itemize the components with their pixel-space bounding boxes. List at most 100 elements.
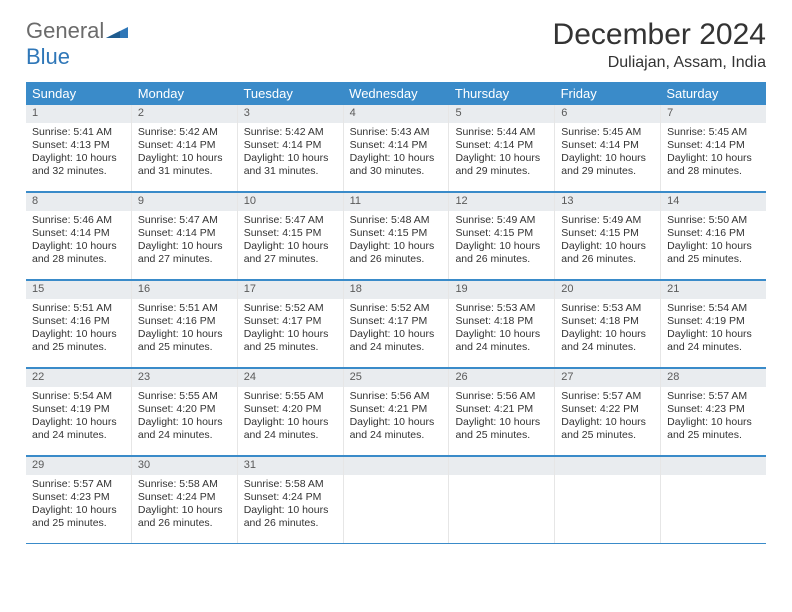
dow-tuesday: Tuesday [237, 82, 343, 105]
sunrise-text: Sunrise: 5:49 AM [561, 214, 654, 227]
daylight-text: Daylight: 10 hours and 27 minutes. [138, 240, 231, 266]
day-number: 14 [661, 193, 766, 211]
sunrise-text: Sunrise: 5:54 AM [32, 390, 125, 403]
day-cell: 10Sunrise: 5:47 AMSunset: 4:15 PMDayligh… [238, 193, 344, 279]
day-body: Sunrise: 5:58 AMSunset: 4:24 PMDaylight:… [132, 475, 237, 536]
sunrise-text: Sunrise: 5:41 AM [32, 126, 125, 139]
daylight-text: Daylight: 10 hours and 24 minutes. [350, 328, 443, 354]
daylight-text: Daylight: 10 hours and 30 minutes. [350, 152, 443, 178]
day-number [344, 457, 449, 475]
dow-thursday: Thursday [449, 82, 555, 105]
daylight-text: Daylight: 10 hours and 25 minutes. [667, 416, 760, 442]
day-body: Sunrise: 5:42 AMSunset: 4:14 PMDaylight:… [132, 123, 237, 184]
day-cell: 27Sunrise: 5:57 AMSunset: 4:22 PMDayligh… [555, 369, 661, 455]
dow-friday: Friday [555, 82, 661, 105]
day-cell: 20Sunrise: 5:53 AMSunset: 4:18 PMDayligh… [555, 281, 661, 367]
daylight-text: Daylight: 10 hours and 29 minutes. [561, 152, 654, 178]
day-number: 4 [344, 105, 449, 123]
sunset-text: Sunset: 4:20 PM [138, 403, 231, 416]
sunset-text: Sunset: 4:14 PM [138, 139, 231, 152]
sunrise-text: Sunrise: 5:52 AM [244, 302, 337, 315]
sunset-text: Sunset: 4:20 PM [244, 403, 337, 416]
logo-mark-icon [106, 20, 128, 43]
daylight-text: Daylight: 10 hours and 25 minutes. [32, 504, 125, 530]
sunrise-text: Sunrise: 5:45 AM [561, 126, 654, 139]
sunrise-text: Sunrise: 5:57 AM [667, 390, 760, 403]
day-body: Sunrise: 5:51 AMSunset: 4:16 PMDaylight:… [26, 299, 131, 360]
day-cell: 6Sunrise: 5:45 AMSunset: 4:14 PMDaylight… [555, 105, 661, 191]
day-body: Sunrise: 5:57 AMSunset: 4:22 PMDaylight:… [555, 387, 660, 448]
sunrise-text: Sunrise: 5:53 AM [561, 302, 654, 315]
sunrise-text: Sunrise: 5:55 AM [138, 390, 231, 403]
day-number: 26 [449, 369, 554, 387]
sunrise-text: Sunrise: 5:42 AM [244, 126, 337, 139]
day-body: Sunrise: 5:52 AMSunset: 4:17 PMDaylight:… [238, 299, 343, 360]
day-cell: 28Sunrise: 5:57 AMSunset: 4:23 PMDayligh… [661, 369, 766, 455]
day-body: Sunrise: 5:49 AMSunset: 4:15 PMDaylight:… [449, 211, 554, 272]
day-cell: 24Sunrise: 5:55 AMSunset: 4:20 PMDayligh… [238, 369, 344, 455]
day-cell: 5Sunrise: 5:44 AMSunset: 4:14 PMDaylight… [449, 105, 555, 191]
sunrise-text: Sunrise: 5:58 AM [138, 478, 231, 491]
sunset-text: Sunset: 4:15 PM [561, 227, 654, 240]
sunset-text: Sunset: 4:21 PM [455, 403, 548, 416]
sunset-text: Sunset: 4:14 PM [32, 227, 125, 240]
day-body: Sunrise: 5:45 AMSunset: 4:14 PMDaylight:… [661, 123, 766, 184]
sunrise-text: Sunrise: 5:53 AM [455, 302, 548, 315]
day-body: Sunrise: 5:43 AMSunset: 4:14 PMDaylight:… [344, 123, 449, 184]
day-body: Sunrise: 5:47 AMSunset: 4:15 PMDaylight:… [238, 211, 343, 272]
sunset-text: Sunset: 4:24 PM [138, 491, 231, 504]
sunset-text: Sunset: 4:21 PM [350, 403, 443, 416]
sunset-text: Sunset: 4:23 PM [32, 491, 125, 504]
day-number: 29 [26, 457, 131, 475]
day-cell: 7Sunrise: 5:45 AMSunset: 4:14 PMDaylight… [661, 105, 766, 191]
day-cell: 19Sunrise: 5:53 AMSunset: 4:18 PMDayligh… [449, 281, 555, 367]
daylight-text: Daylight: 10 hours and 24 minutes. [138, 416, 231, 442]
daylight-text: Daylight: 10 hours and 26 minutes. [561, 240, 654, 266]
sunset-text: Sunset: 4:22 PM [561, 403, 654, 416]
day-body: Sunrise: 5:47 AMSunset: 4:14 PMDaylight:… [132, 211, 237, 272]
week-row: 8Sunrise: 5:46 AMSunset: 4:14 PMDaylight… [26, 193, 766, 281]
sunrise-text: Sunrise: 5:44 AM [455, 126, 548, 139]
dow-wednesday: Wednesday [343, 82, 449, 105]
sunset-text: Sunset: 4:18 PM [561, 315, 654, 328]
day-number: 11 [344, 193, 449, 211]
daylight-text: Daylight: 10 hours and 24 minutes. [667, 328, 760, 354]
day-number: 30 [132, 457, 237, 475]
day-number: 28 [661, 369, 766, 387]
sunrise-text: Sunrise: 5:55 AM [244, 390, 337, 403]
logo-text-blue: Blue [26, 44, 70, 69]
day-cell: 4Sunrise: 5:43 AMSunset: 4:14 PMDaylight… [344, 105, 450, 191]
week-row: 29Sunrise: 5:57 AMSunset: 4:23 PMDayligh… [26, 457, 766, 544]
sunset-text: Sunset: 4:18 PM [455, 315, 548, 328]
day-number: 27 [555, 369, 660, 387]
dow-monday: Monday [132, 82, 238, 105]
day-number: 24 [238, 369, 343, 387]
day-body [661, 475, 766, 483]
day-number: 31 [238, 457, 343, 475]
day-number: 7 [661, 105, 766, 123]
day-cell: 30Sunrise: 5:58 AMSunset: 4:24 PMDayligh… [132, 457, 238, 543]
day-cell: 17Sunrise: 5:52 AMSunset: 4:17 PMDayligh… [238, 281, 344, 367]
day-cell: 3Sunrise: 5:42 AMSunset: 4:14 PMDaylight… [238, 105, 344, 191]
day-cell: 9Sunrise: 5:47 AMSunset: 4:14 PMDaylight… [132, 193, 238, 279]
day-number: 16 [132, 281, 237, 299]
day-cell [344, 457, 450, 543]
sunset-text: Sunset: 4:14 PM [244, 139, 337, 152]
day-body: Sunrise: 5:57 AMSunset: 4:23 PMDaylight:… [661, 387, 766, 448]
day-number: 9 [132, 193, 237, 211]
day-number: 5 [449, 105, 554, 123]
day-number: 21 [661, 281, 766, 299]
day-body: Sunrise: 5:41 AMSunset: 4:13 PMDaylight:… [26, 123, 131, 184]
sunrise-text: Sunrise: 5:47 AM [138, 214, 231, 227]
daylight-text: Daylight: 10 hours and 26 minutes. [244, 504, 337, 530]
day-body: Sunrise: 5:50 AMSunset: 4:16 PMDaylight:… [661, 211, 766, 272]
weeks-container: 1Sunrise: 5:41 AMSunset: 4:13 PMDaylight… [26, 105, 766, 544]
sunset-text: Sunset: 4:19 PM [667, 315, 760, 328]
week-row: 22Sunrise: 5:54 AMSunset: 4:19 PMDayligh… [26, 369, 766, 457]
day-cell: 2Sunrise: 5:42 AMSunset: 4:14 PMDaylight… [132, 105, 238, 191]
daylight-text: Daylight: 10 hours and 24 minutes. [455, 328, 548, 354]
day-number [661, 457, 766, 475]
day-body [344, 475, 449, 483]
day-body: Sunrise: 5:54 AMSunset: 4:19 PMDaylight:… [26, 387, 131, 448]
day-cell: 8Sunrise: 5:46 AMSunset: 4:14 PMDaylight… [26, 193, 132, 279]
